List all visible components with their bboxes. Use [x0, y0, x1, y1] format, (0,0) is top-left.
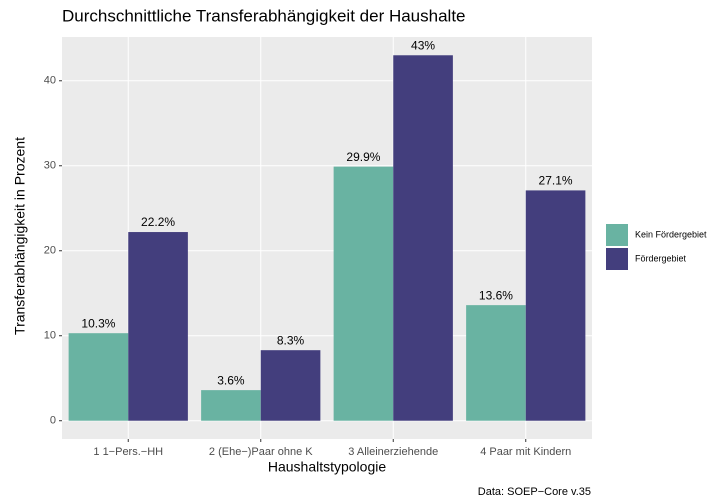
value-label: 8.3% — [277, 333, 305, 347]
legend-label: Fördergebiet — [635, 253, 687, 263]
value-label: 22.2% — [141, 215, 175, 229]
chart-title: Durchschnittliche Transferabhängigkeit d… — [62, 6, 466, 25]
value-label: 13.6% — [479, 288, 513, 302]
bar — [260, 350, 321, 421]
bar — [466, 305, 526, 421]
value-label: 29.9% — [346, 150, 380, 164]
caption: Data: SOEP−Core v.35 — [478, 486, 591, 498]
value-label: 27.1% — [539, 174, 573, 188]
x-tick-label: 1 1−Pers.−HH — [93, 446, 163, 458]
legend-key — [606, 224, 628, 246]
y-tick-label: 0 — [50, 415, 56, 427]
y-tick-label: 30 — [44, 160, 56, 172]
x-tick-label: 4 Paar mit Kindern — [480, 446, 571, 458]
y-axis-title: Transferabhängigkeit in Prozent — [12, 137, 28, 335]
bar — [128, 232, 188, 421]
y-tick-label: 20 — [44, 245, 56, 257]
value-label: 10.3% — [81, 316, 115, 330]
legend-label: Kein Fördergebiet — [635, 229, 707, 239]
bar — [201, 390, 261, 421]
value-label: 3.6% — [217, 373, 245, 387]
y-tick-label: 10 — [44, 330, 56, 342]
legend-key — [606, 248, 628, 270]
x-tick-label: 2 (Ehe−)Paar ohne K — [209, 446, 313, 458]
value-label: 43% — [411, 38, 435, 52]
x-axis-title: Haushaltstypologie — [268, 459, 387, 475]
y-tick-label: 40 — [44, 75, 56, 87]
bar — [393, 55, 453, 421]
x-tick-label: 3 Alleinerziehende — [348, 446, 438, 458]
bar — [68, 333, 129, 421]
bar — [333, 166, 394, 421]
bar — [525, 190, 586, 421]
